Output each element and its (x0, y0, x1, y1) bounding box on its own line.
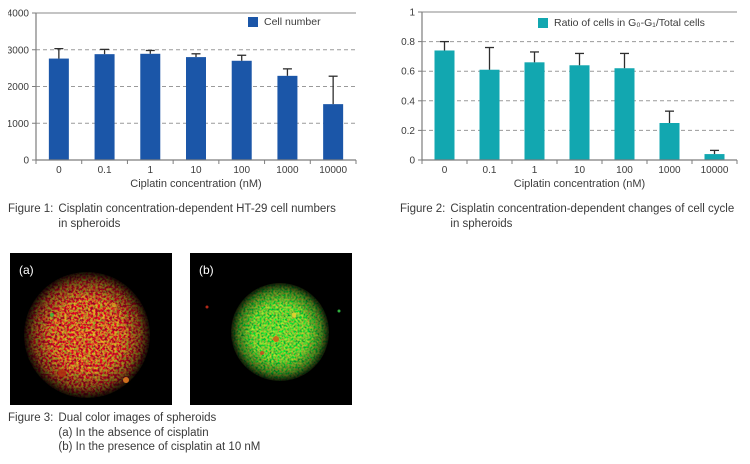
figure1-caption: Figure 1: Cisplatin concentration-depend… (8, 202, 336, 231)
figure2-caption-line2: in spheroids (450, 217, 513, 230)
spheroid-a-bright-spot (112, 303, 116, 307)
figure1-chart-block: 0 0.1 1 10 100 1000 10000 0 1000 2000 3000 4000 Cipl… (8, 5, 368, 195)
bar-1 (524, 62, 545, 160)
y-tick-label: 0 (23, 156, 29, 167)
bar-100 (231, 60, 252, 160)
spheroid-b-bright-spot (260, 351, 264, 355)
figure2-chart-block: 0 0.1 1 10 100 1000 10000 0 0.2 0.4 0.6 0.8 1 Ciplati… (388, 5, 748, 195)
figure2-legend-swatch (538, 18, 548, 28)
bar-1000 (659, 123, 680, 160)
spheroid-a-shading (22, 270, 152, 400)
image-b-label: (b) (199, 263, 214, 277)
stray-red-dot (205, 305, 209, 309)
figure2-bar-chart: 0 0.1 1 10 100 1000 10000 0 0.2 0.4 0.6 0.8 1 Ciplati… (401, 8, 738, 190)
y-tick-label: 0.2 (401, 126, 415, 137)
figure1-caption-text: Cisplatin concentration-dependent HT-29 … (58, 202, 335, 231)
spheroid-b-bright-spot (291, 312, 297, 318)
x-tick-label: 10 (190, 165, 202, 176)
x-tick-label: 10000 (701, 165, 729, 176)
bar-1 (140, 53, 161, 161)
spheroid-b-bright-spot (273, 336, 279, 342)
x-tick-label: 0.1 (98, 165, 112, 176)
bar-10000 (704, 154, 725, 160)
figure1-caption-prefix: Figure 1: (8, 203, 54, 215)
bar-1000 (277, 75, 298, 160)
y-tick-label: 1 (409, 8, 415, 19)
figure2-caption-line1: Cisplatin concentration-dependent change… (450, 203, 735, 215)
figure2-caption: Figure 2: Cisplatin concentration-depend… (400, 202, 734, 231)
figure3-image-b: (b) (190, 253, 352, 405)
figure3-caption: Figure 3: Dual color images of spheroids… (8, 411, 260, 455)
spheroid-b-shading (229, 281, 331, 383)
x-tick-label: 1000 (276, 165, 299, 176)
bar-0 (434, 50, 455, 161)
spheroid-a-bright-spot (58, 369, 66, 377)
spheroid-a-bright-spot (123, 377, 129, 383)
x-tick-label: 10000 (319, 165, 347, 176)
x-tick-label: 1000 (658, 165, 681, 176)
x-tick-label: 0.1 (483, 165, 497, 176)
bar-0.1 (94, 54, 115, 160)
spheroid-a-bright-spot (50, 313, 54, 317)
x-tick-label: 100 (616, 165, 633, 176)
x-tick-label: 0 (56, 165, 62, 176)
y-tick-label: 0.8 (401, 37, 415, 48)
y-tick-label: 0.4 (401, 96, 415, 107)
bar-10000 (323, 104, 344, 160)
figure2-caption-prefix: Figure 2: (400, 203, 446, 215)
bar-10 (569, 65, 590, 160)
x-tick-label: 0 (442, 165, 448, 176)
figure1-caption-line2: in spheroids (58, 217, 121, 230)
bar-0 (48, 58, 69, 160)
figure3-caption-line3: (b) In the presence of cisplatin at 10 n… (58, 441, 261, 453)
bar-100 (614, 68, 635, 160)
x-tick-label: 1 (532, 165, 538, 176)
x-tick-label: 10 (574, 165, 586, 176)
x-axis-title: Ciplatin concentration (nM) (514, 178, 645, 190)
figure2-legend-label: Ratio of cells in G₀-G₁/Total cells (554, 17, 705, 29)
x-axis-title: Ciplatin concentration (nM) (130, 178, 261, 190)
y-tick-label: 0.6 (401, 67, 415, 78)
figure3-image-a: (a) (10, 253, 172, 405)
figure1-bar-chart: 0 0.1 1 10 100 1000 10000 0 1000 2000 3000 4000 Cipl… (8, 9, 357, 190)
y-tick-label: 4000 (8, 9, 29, 20)
y-tick-label: 0 (409, 156, 415, 167)
y-tick-label: 1000 (8, 119, 29, 130)
bar-10 (186, 57, 206, 160)
x-tick-label: 100 (233, 165, 250, 176)
image-a-label: (a) (19, 263, 34, 277)
figure1-caption-line1: Cisplatin concentration-dependent HT-29 … (58, 203, 336, 215)
stray-green-dot (337, 309, 341, 313)
x-tick-label: 1 (148, 165, 154, 176)
spheroid-a-graphic: (a) (10, 253, 172, 405)
spheroid-b-graphic: (b) (190, 253, 352, 405)
figure3-caption-prefix: Figure 3: (8, 412, 54, 424)
figure1-legend: Cell number (248, 16, 321, 28)
figure3-caption-text: Dual color images of spheroids (a) In th… (58, 411, 260, 455)
figure3-caption-line1: Dual color images of spheroids (58, 412, 217, 424)
figure1-legend-label: Cell number (264, 16, 321, 28)
y-tick-label: 2000 (8, 82, 29, 93)
figure1-legend-swatch (248, 17, 258, 27)
figure2-legend: Ratio of cells in G₀-G₁/Total cells (538, 17, 705, 29)
bar-0.1 (479, 69, 500, 160)
figure2-caption-text: Cisplatin concentration-dependent change… (450, 202, 734, 231)
figure3-caption-line2: (a) In the absence of cisplatin (58, 426, 209, 439)
y-tick-label: 3000 (8, 45, 29, 56)
